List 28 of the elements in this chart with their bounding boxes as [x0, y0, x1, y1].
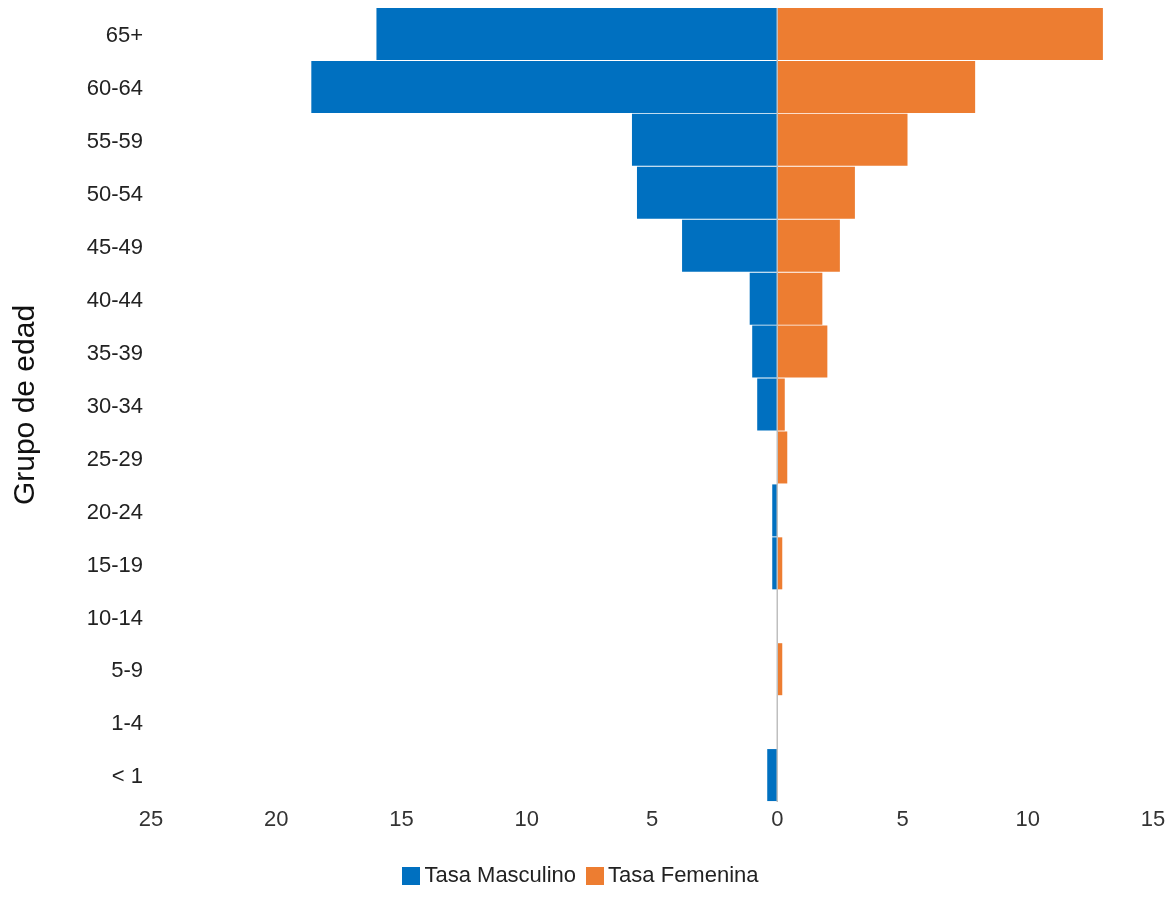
x-tick-label: 25 — [138, 805, 164, 831]
y-tick-label: 30-34 — [86, 392, 143, 418]
y-tick-label: 20-24 — [86, 498, 143, 524]
y-tick-label: 45-49 — [86, 234, 143, 260]
y-tick-label: 15-19 — [86, 551, 143, 577]
x-tick-label: 10 — [1015, 805, 1040, 831]
x-tick-label: 10 — [514, 805, 539, 831]
legend-label: Tasa Femenina — [608, 862, 759, 887]
y-tick-label: 40-44 — [86, 286, 143, 312]
y-tick-label: 5-9 — [111, 657, 143, 683]
y-tick-label: 55-59 — [86, 128, 143, 154]
y-tick-label: 65+ — [105, 22, 143, 48]
x-tick-label: 5 — [645, 805, 659, 831]
bar — [767, 749, 778, 802]
x-tick-label: 20 — [264, 805, 289, 831]
y-tick-label: < 1 — [111, 763, 143, 789]
y-axis-title: Grupo de edad — [6, 304, 40, 506]
x-tick-label: 5 — [896, 805, 909, 831]
y-tick-label: 1-4 — [111, 710, 143, 736]
legend-label: Tasa Masculino — [424, 862, 577, 887]
y-tick-label: 25-29 — [86, 445, 143, 471]
x-tick-label: 15 — [1140, 805, 1166, 831]
y-tick-label: 10-14 — [86, 604, 143, 630]
x-tick-label: 0 — [771, 805, 784, 831]
y-tick-label: 60-64 — [86, 75, 143, 101]
y-tick-label: 50-54 — [86, 181, 143, 207]
y-tick-label: 35-39 — [86, 339, 143, 365]
x-tick-label: 15 — [389, 805, 414, 831]
